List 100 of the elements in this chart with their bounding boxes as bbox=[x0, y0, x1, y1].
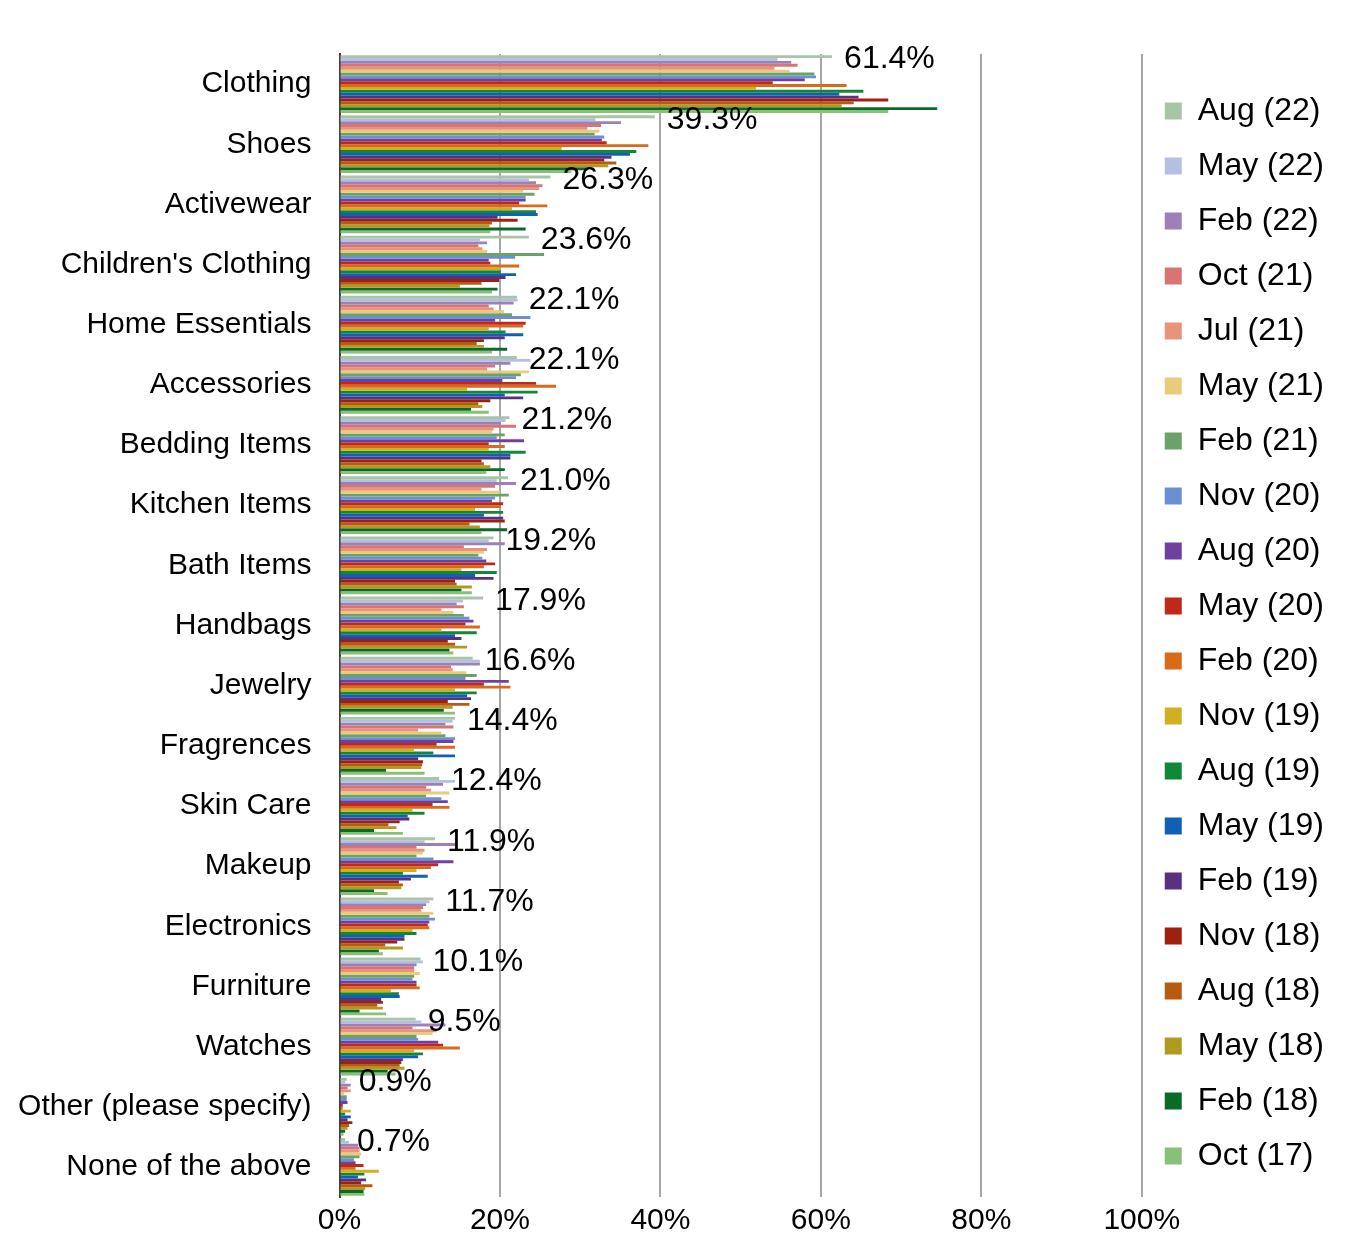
bar bbox=[340, 1181, 362, 1185]
bar bbox=[340, 381, 537, 385]
bar bbox=[340, 58, 778, 61]
y-tick-label: Jewelry bbox=[209, 666, 312, 700]
bar bbox=[340, 805, 450, 809]
bar bbox=[340, 104, 842, 108]
bar bbox=[340, 531, 482, 535]
bar bbox=[340, 616, 470, 620]
y-tick-label: Bath Items bbox=[168, 546, 312, 580]
bar bbox=[340, 78, 805, 82]
data-label: 0.9% bbox=[358, 1062, 432, 1099]
bar bbox=[340, 215, 498, 219]
bar bbox=[340, 588, 462, 592]
bar bbox=[340, 525, 480, 529]
bar bbox=[340, 350, 492, 354]
bar bbox=[340, 347, 508, 351]
bar bbox=[340, 536, 494, 540]
bar bbox=[340, 553, 479, 557]
y-tick-label: Shoes bbox=[226, 125, 312, 159]
bar bbox=[340, 336, 505, 340]
legend-label: Aug (19) bbox=[1197, 750, 1321, 787]
bar bbox=[340, 333, 524, 337]
bar bbox=[340, 685, 511, 689]
bar bbox=[340, 384, 557, 388]
bar bbox=[340, 889, 374, 893]
bar bbox=[340, 708, 444, 712]
bar bbox=[340, 376, 516, 380]
data-label: 26.3% bbox=[562, 159, 654, 196]
legend-label: May (20) bbox=[1197, 585, 1324, 622]
legend-label: May (19) bbox=[1197, 805, 1324, 842]
bar bbox=[340, 361, 511, 365]
data-label: 21.0% bbox=[519, 460, 611, 497]
bar bbox=[340, 972, 420, 975]
bar bbox=[340, 989, 391, 993]
bar bbox=[340, 1164, 364, 1167]
bar bbox=[340, 634, 456, 638]
data-label: 11.9% bbox=[446, 821, 536, 858]
bar bbox=[340, 857, 434, 861]
bar bbox=[340, 897, 434, 901]
bar bbox=[340, 370, 529, 374]
bar bbox=[340, 734, 446, 738]
bar bbox=[340, 1138, 346, 1141]
bar bbox=[340, 731, 442, 735]
legend-label: Nov (18) bbox=[1197, 915, 1321, 952]
bar bbox=[340, 754, 456, 758]
data-label: 14.4% bbox=[467, 701, 558, 738]
legend-label: Oct (17) bbox=[1197, 1135, 1314, 1172]
bar bbox=[340, 284, 460, 288]
bar bbox=[340, 651, 454, 655]
bar bbox=[340, 476, 508, 480]
bar bbox=[340, 218, 518, 222]
legend-label: Feb (22) bbox=[1197, 200, 1319, 237]
bar bbox=[340, 450, 526, 454]
bar bbox=[340, 399, 491, 403]
bar bbox=[340, 722, 446, 726]
legend-label: Feb (18) bbox=[1197, 1080, 1319, 1117]
bar bbox=[340, 800, 448, 804]
bar bbox=[340, 705, 453, 709]
data-label: 19.2% bbox=[505, 520, 597, 557]
y-tick-label: Fragrences bbox=[159, 727, 312, 761]
bar bbox=[340, 92, 840, 96]
bar bbox=[340, 728, 419, 732]
bar bbox=[340, 697, 472, 701]
legend-label: Oct (21) bbox=[1197, 255, 1314, 292]
bar bbox=[340, 439, 525, 443]
bar bbox=[340, 637, 462, 640]
x-tick-label: 80% bbox=[951, 1202, 1012, 1236]
bar bbox=[340, 1040, 439, 1044]
y-tick-label: Accessories bbox=[149, 366, 312, 400]
bar bbox=[340, 465, 491, 469]
bar bbox=[340, 548, 488, 551]
bar bbox=[340, 611, 454, 614]
bar bbox=[340, 605, 464, 609]
bar bbox=[340, 490, 500, 494]
bar bbox=[340, 189, 524, 193]
bar bbox=[340, 576, 494, 580]
bar bbox=[340, 118, 596, 122]
bar bbox=[340, 700, 448, 703]
legend-label: Aug (22) bbox=[1197, 90, 1321, 127]
y-tick-label: Home Essentials bbox=[86, 305, 312, 339]
x-tick-label: 100% bbox=[1103, 1202, 1181, 1236]
bar bbox=[340, 628, 442, 632]
bar bbox=[340, 69, 790, 73]
y-tick-label: Makeup bbox=[204, 847, 312, 881]
legend-label: Aug (20) bbox=[1197, 530, 1321, 567]
bar bbox=[340, 1026, 413, 1030]
bar bbox=[340, 782, 443, 786]
bar bbox=[340, 442, 489, 446]
bar bbox=[340, 339, 484, 343]
bar bbox=[340, 379, 503, 382]
bar bbox=[340, 407, 472, 411]
bar bbox=[340, 877, 411, 881]
bar bbox=[340, 207, 512, 211]
bar bbox=[340, 250, 488, 253]
bar bbox=[340, 63, 798, 67]
legend-label: Feb (19) bbox=[1197, 860, 1319, 897]
bar bbox=[340, 316, 531, 319]
bar bbox=[340, 768, 387, 772]
bar bbox=[340, 158, 605, 162]
bar bbox=[340, 89, 864, 93]
